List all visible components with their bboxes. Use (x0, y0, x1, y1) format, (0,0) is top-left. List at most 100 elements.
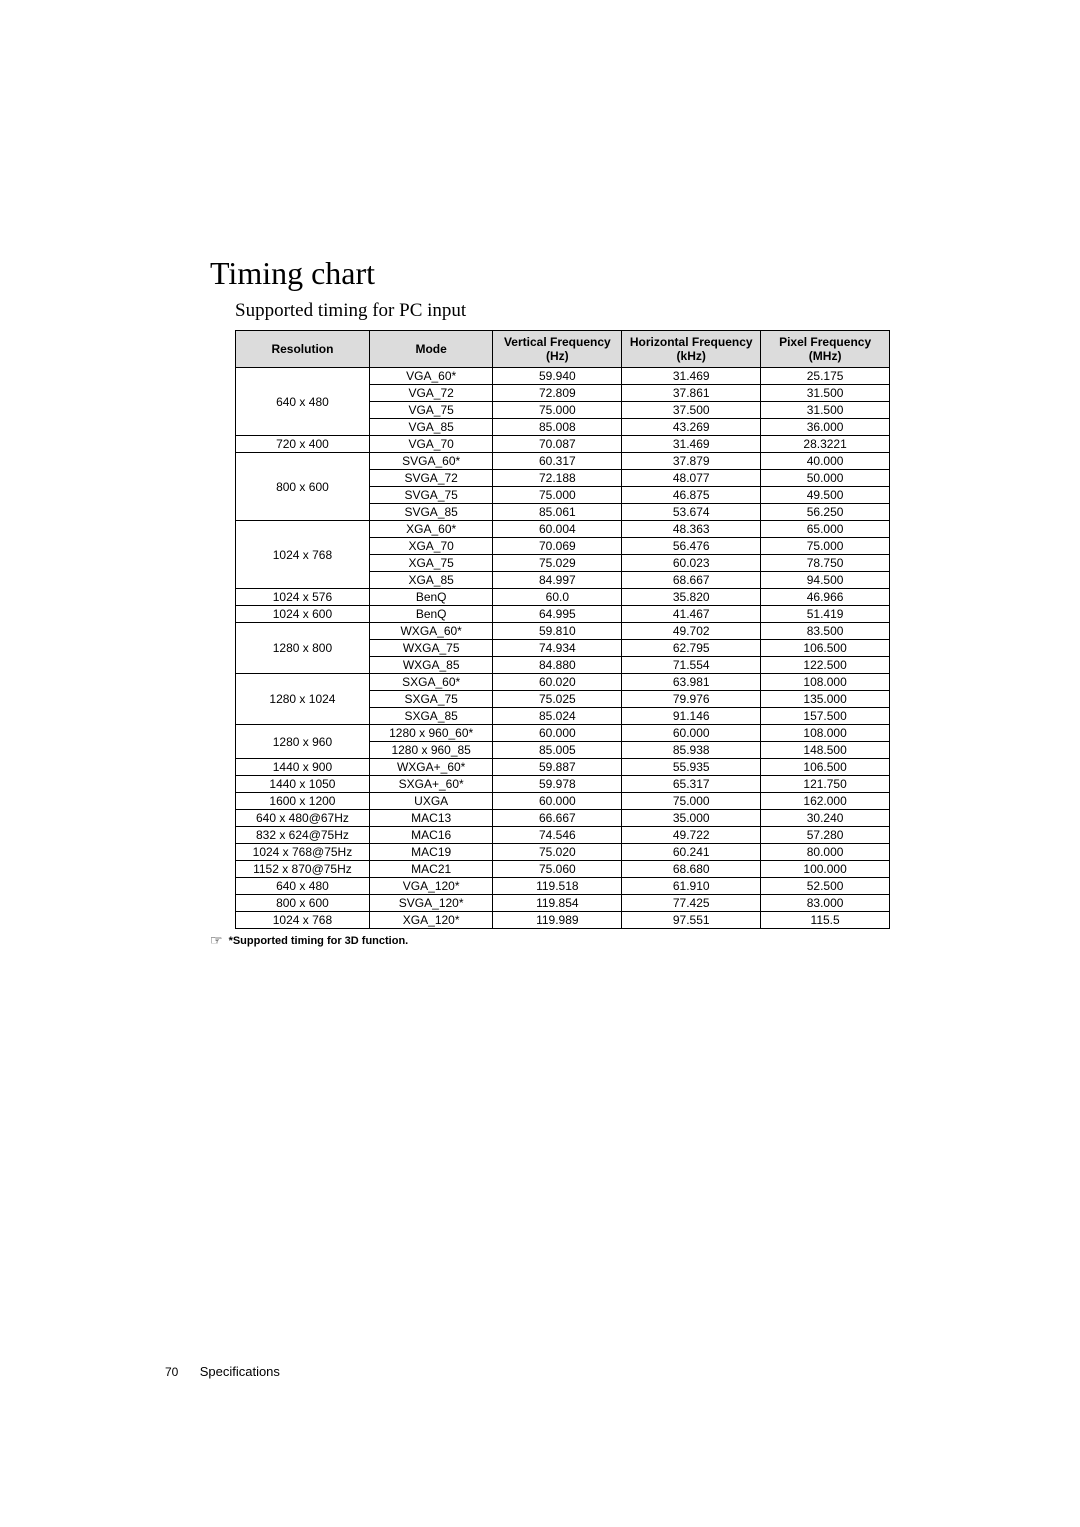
cell-hfreq: 63.981 (622, 674, 761, 691)
cell-resolution: 1280 x 800 (236, 623, 370, 674)
cell-mode: SVGA_85 (369, 504, 493, 521)
cell-vfreq: 60.000 (493, 725, 622, 742)
cell-hfreq: 79.976 (622, 691, 761, 708)
cell-vfreq: 60.000 (493, 793, 622, 810)
cell-pfreq: 40.000 (761, 453, 890, 470)
cell-hfreq: 56.476 (622, 538, 761, 555)
cell-vfreq: 59.887 (493, 759, 622, 776)
cell-hfreq: 55.935 (622, 759, 761, 776)
cell-mode: MAC16 (369, 827, 493, 844)
cell-resolution: 1152 x 870@75Hz (236, 861, 370, 878)
cell-hfreq: 53.674 (622, 504, 761, 521)
table-row: 1280 x 800WXGA_60*59.81049.70283.500 (236, 623, 890, 640)
cell-resolution: 1024 x 576 (236, 589, 370, 606)
table-row: 640 x 480VGA_120*119.51861.91052.500 (236, 878, 890, 895)
table-row: 720 x 400VGA_7070.08731.46928.3221 (236, 436, 890, 453)
cell-mode: BenQ (369, 589, 493, 606)
cell-resolution: 1600 x 1200 (236, 793, 370, 810)
table-row: 1024 x 768@75HzMAC1975.02060.24180.000 (236, 844, 890, 861)
cell-vfreq: 75.020 (493, 844, 622, 861)
cell-mode: SXGA_60* (369, 674, 493, 691)
cell-pfreq: 121.750 (761, 776, 890, 793)
cell-mode: VGA_75 (369, 402, 493, 419)
cell-mode: XGA_120* (369, 912, 493, 929)
page-number: 70 (165, 1365, 178, 1379)
cell-vfreq: 60.317 (493, 453, 622, 470)
cell-mode: SXGA+_60* (369, 776, 493, 793)
table-row: 1024 x 576BenQ60.035.82046.966 (236, 589, 890, 606)
cell-pfreq: 83.500 (761, 623, 890, 640)
cell-hfreq: 37.500 (622, 402, 761, 419)
col-header-mode: Mode (369, 331, 493, 368)
cell-mode: BenQ (369, 606, 493, 623)
cell-resolution: 1024 x 600 (236, 606, 370, 623)
page-footer: 70 Specifications (165, 1364, 280, 1379)
cell-pfreq: 78.750 (761, 555, 890, 572)
cell-pfreq: 65.000 (761, 521, 890, 538)
cell-pfreq: 83.000 (761, 895, 890, 912)
cell-mode: 1280 x 960_60* (369, 725, 493, 742)
cell-vfreq: 75.000 (493, 487, 622, 504)
cell-vfreq: 75.025 (493, 691, 622, 708)
cell-vfreq: 85.024 (493, 708, 622, 725)
cell-mode: SVGA_60* (369, 453, 493, 470)
cell-hfreq: 31.469 (622, 436, 761, 453)
cell-mode: MAC21 (369, 861, 493, 878)
cell-vfreq: 75.060 (493, 861, 622, 878)
table-row: 640 x 480@67HzMAC1366.66735.00030.240 (236, 810, 890, 827)
cell-hfreq: 60.023 (622, 555, 761, 572)
cell-pfreq: 57.280 (761, 827, 890, 844)
cell-hfreq: 71.554 (622, 657, 761, 674)
col-header-pfreq: Pixel Frequency (MHz) (761, 331, 890, 368)
cell-mode: UXGA (369, 793, 493, 810)
cell-resolution: 800 x 600 (236, 453, 370, 521)
cell-vfreq: 66.667 (493, 810, 622, 827)
cell-mode: VGA_85 (369, 419, 493, 436)
cell-vfreq: 84.997 (493, 572, 622, 589)
cell-resolution: 640 x 480 (236, 368, 370, 436)
cell-pfreq: 31.500 (761, 385, 890, 402)
cell-pfreq: 122.500 (761, 657, 890, 674)
cell-pfreq: 46.966 (761, 589, 890, 606)
cell-pfreq: 25.175 (761, 368, 890, 385)
cell-mode: SVGA_75 (369, 487, 493, 504)
cell-mode: WXGA_85 (369, 657, 493, 674)
cell-vfreq: 60.0 (493, 589, 622, 606)
cell-mode: XGA_85 (369, 572, 493, 589)
cell-pfreq: 108.000 (761, 725, 890, 742)
cell-vfreq: 119.518 (493, 878, 622, 895)
cell-pfreq: 148.500 (761, 742, 890, 759)
col-header-resolution: Resolution (236, 331, 370, 368)
cell-pfreq: 157.500 (761, 708, 890, 725)
cell-pfreq: 106.500 (761, 640, 890, 657)
table-row: 1440 x 900WXGA+_60*59.88755.935106.500 (236, 759, 890, 776)
cell-vfreq: 74.934 (493, 640, 622, 657)
cell-vfreq: 60.020 (493, 674, 622, 691)
cell-resolution: 832 x 624@75Hz (236, 827, 370, 844)
cell-mode: WXGA_60* (369, 623, 493, 640)
cell-mode: XGA_60* (369, 521, 493, 538)
cell-vfreq: 59.978 (493, 776, 622, 793)
table-row: 1024 x 768XGA_120*119.98997.551115.5 (236, 912, 890, 929)
cell-pfreq: 100.000 (761, 861, 890, 878)
col-header-vfreq: Vertical Frequency (Hz) (493, 331, 622, 368)
cell-hfreq: 61.910 (622, 878, 761, 895)
cell-hfreq: 91.146 (622, 708, 761, 725)
cell-resolution: 1440 x 1050 (236, 776, 370, 793)
cell-hfreq: 37.861 (622, 385, 761, 402)
cell-vfreq: 119.989 (493, 912, 622, 929)
timing-table: Resolution Mode Vertical Frequency (Hz) … (235, 330, 890, 929)
cell-mode: SVGA_120* (369, 895, 493, 912)
cell-mode: MAC19 (369, 844, 493, 861)
cell-hfreq: 31.469 (622, 368, 761, 385)
cell-pfreq: 135.000 (761, 691, 890, 708)
cell-vfreq: 59.810 (493, 623, 622, 640)
cell-pfreq: 106.500 (761, 759, 890, 776)
table-row: 800 x 600SVGA_60*60.31737.87940.000 (236, 453, 890, 470)
cell-hfreq: 60.000 (622, 725, 761, 742)
cell-mode: VGA_72 (369, 385, 493, 402)
footnote-text: *Supported timing for 3D function. (229, 935, 409, 947)
col-header-hfreq: Horizontal Frequency (kHz) (622, 331, 761, 368)
cell-hfreq: 77.425 (622, 895, 761, 912)
cell-hfreq: 49.702 (622, 623, 761, 640)
